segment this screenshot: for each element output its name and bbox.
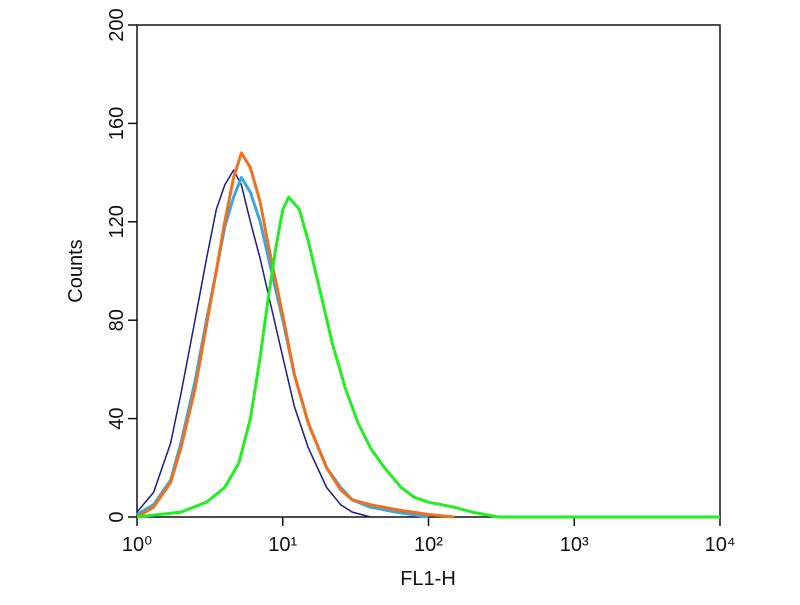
y-tick-label: 200 bbox=[106, 8, 128, 41]
x-tick-label: 10⁰ bbox=[122, 534, 152, 556]
histogram-line bbox=[136, 169, 371, 518]
x-tick-label: 10² bbox=[414, 534, 443, 556]
y-axis-label: Counts bbox=[65, 239, 87, 302]
y-tick-label: 120 bbox=[106, 205, 128, 238]
histogram-line bbox=[136, 195, 720, 519]
y-tick-label: 0 bbox=[106, 511, 128, 522]
x-axis-label: FL1-H bbox=[400, 568, 456, 590]
x-tick-label: 10¹ bbox=[268, 534, 297, 556]
x-tick-label: 10⁴ bbox=[705, 534, 736, 556]
y-tick-label: 80 bbox=[106, 309, 128, 331]
x-tick-label: 10³ bbox=[560, 534, 589, 556]
y-tick-label: 160 bbox=[106, 107, 128, 140]
histogram-line bbox=[136, 151, 455, 519]
plot-frame bbox=[136, 24, 721, 518]
y-tick-label: 40 bbox=[106, 407, 128, 429]
